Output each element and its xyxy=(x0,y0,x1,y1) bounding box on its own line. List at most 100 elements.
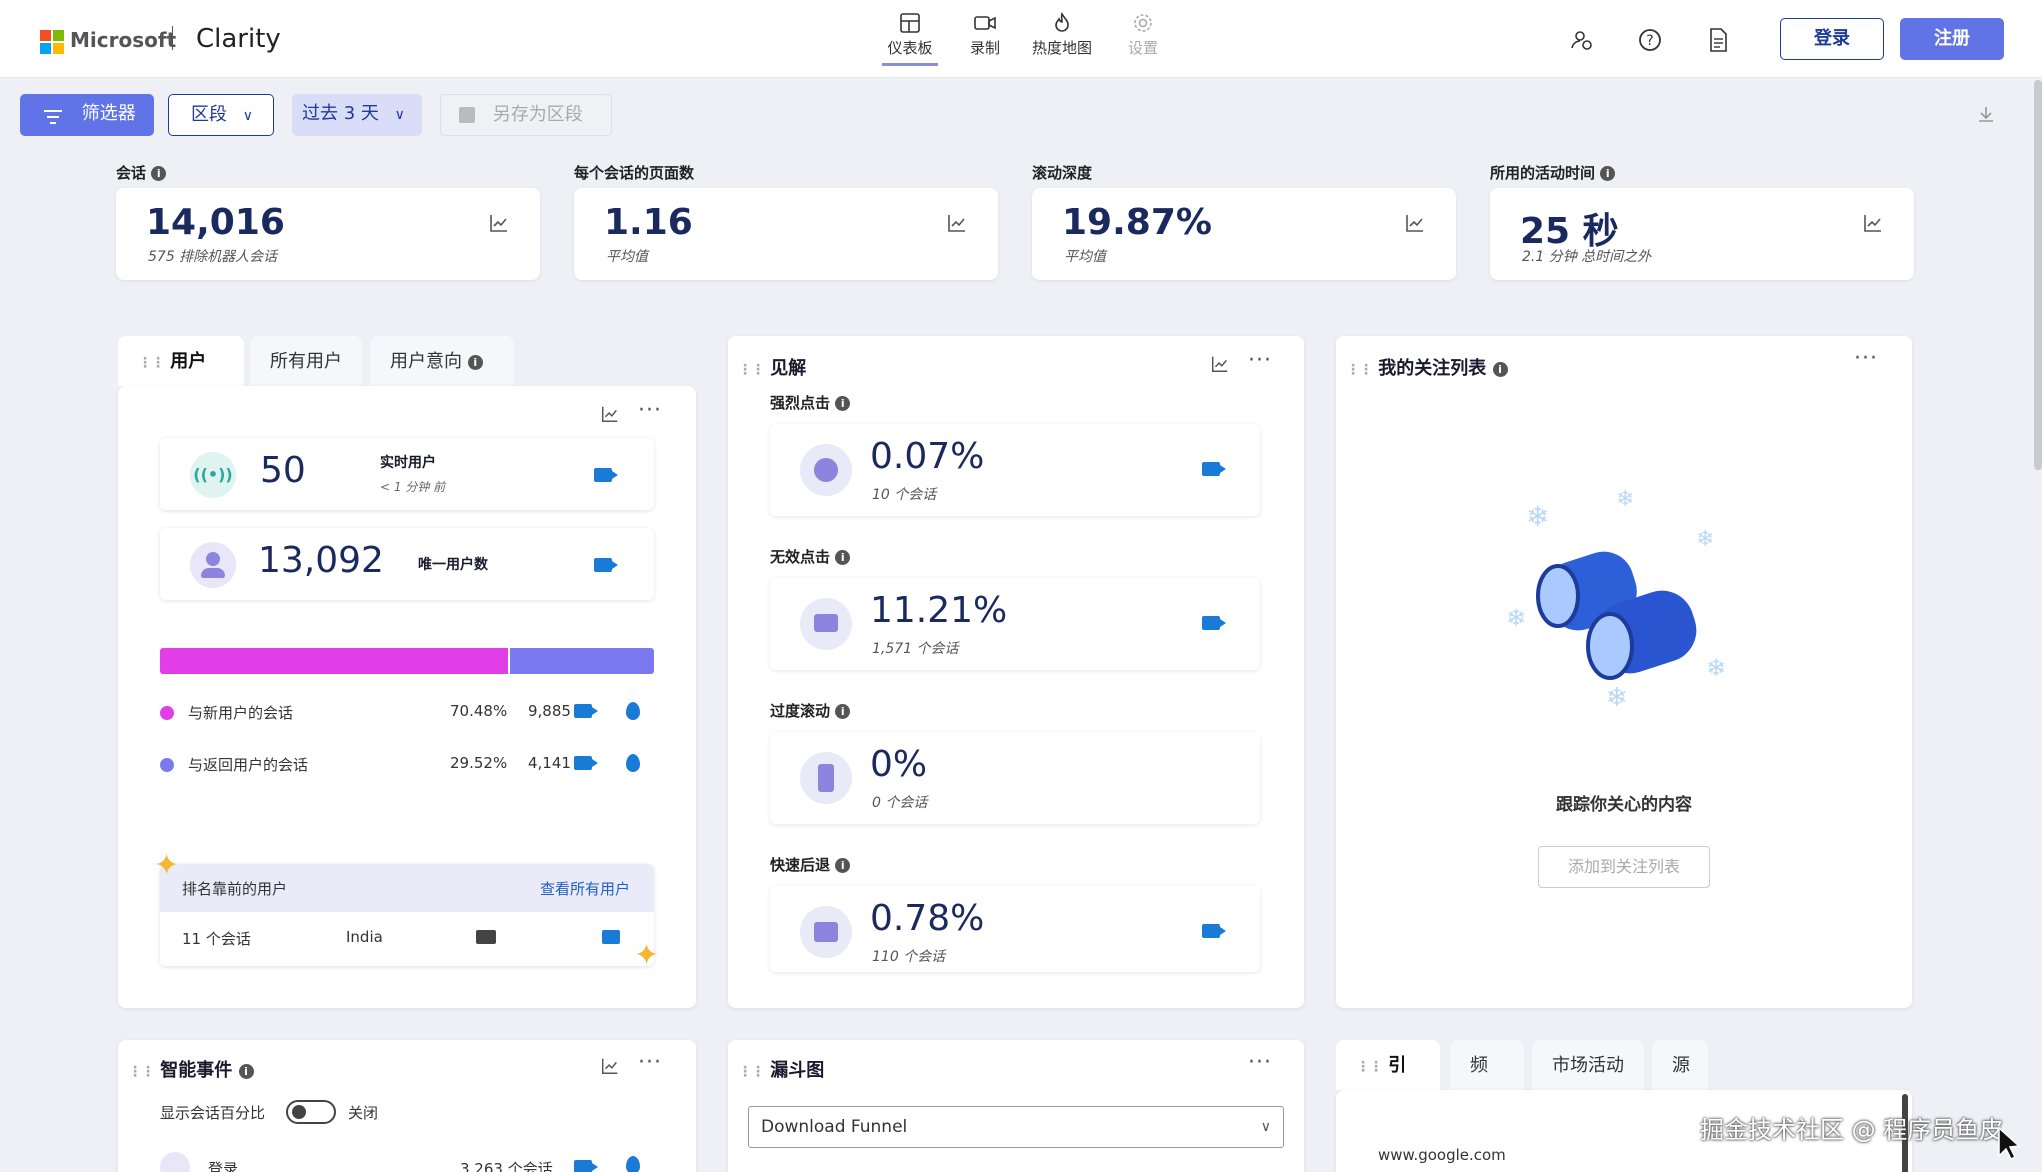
app-name[interactable]: Clarity xyxy=(196,24,281,54)
funnel-panel: ⋮⋮ 漏斗图 ··· Download Funnel ∨ xyxy=(728,1040,1304,1172)
info-icon[interactable]: i xyxy=(835,396,851,411)
heatmap-flame-icon[interactable] xyxy=(626,754,640,772)
funnel-select-value: Download Funnel xyxy=(761,1117,908,1137)
excessive-scroll-card[interactable]: 0% 0 个会话 xyxy=(770,732,1260,824)
drag-handle-icon[interactable]: ⋮⋮ xyxy=(1346,362,1373,378)
tab-user-intent[interactable]: 用户意向 i xyxy=(370,336,514,386)
referrers-scrollbar[interactable] xyxy=(1902,1094,1908,1172)
referrer-item[interactable]: www.google.com xyxy=(1378,1146,1506,1164)
recording-camera-icon[interactable] xyxy=(574,756,598,770)
nav-recordings[interactable]: 录制 xyxy=(960,10,1010,66)
tab-referrers[interactable]: ⋮⋮ 引用者 xyxy=(1336,1040,1440,1129)
more-options-icon[interactable]: ··· xyxy=(1248,1050,1272,1075)
rage-clicks-card[interactable]: 0.07% 10 个会话 xyxy=(770,424,1260,516)
angry-face-icon xyxy=(800,444,852,496)
help-icon[interactable]: ? xyxy=(1636,26,1664,54)
share-users-icon[interactable] xyxy=(1568,26,1596,54)
dead-clicks-card[interactable]: 11.21% 1,571 个会话 xyxy=(770,578,1260,670)
top-users-card: 排名靠前的用户 查看所有用户 11 个会话 India xyxy=(160,864,654,966)
info-icon[interactable]: i xyxy=(1600,166,1616,181)
recording-camera-icon[interactable] xyxy=(1202,616,1226,630)
more-options-icon[interactable]: ··· xyxy=(1248,348,1272,373)
kpi-scroll-value: 19.87% xyxy=(1062,202,1212,243)
drag-handle-icon[interactable]: ⋮⋮ xyxy=(738,1064,765,1080)
drag-handle-icon[interactable]: ⋮⋮ xyxy=(1356,1059,1383,1075)
recording-camera-icon[interactable] xyxy=(1202,924,1226,938)
returning-users-bar[interactable] xyxy=(510,648,654,674)
funnel-select[interactable]: Download Funnel ∨ xyxy=(748,1106,1284,1148)
page-scrollbar[interactable] xyxy=(2034,80,2042,470)
add-to-watchlist-button[interactable]: 添加到关注列表 xyxy=(1538,846,1710,888)
recording-camera-icon[interactable] xyxy=(574,704,598,718)
nav-heatmaps[interactable]: 热度地图 xyxy=(1028,10,1096,66)
drag-handle-icon[interactable]: ⋮⋮ xyxy=(138,355,165,371)
laptop-icon xyxy=(476,930,496,944)
date-range-dropdown[interactable]: 过去 3 天 ∨ xyxy=(292,94,422,136)
live-broadcast-icon: ((•)) xyxy=(190,452,236,498)
info-icon[interactable]: i xyxy=(1492,361,1508,377)
trend-chart-icon[interactable] xyxy=(1862,212,1884,234)
user-icon xyxy=(160,1152,190,1172)
drag-handle-icon[interactable]: ⋮⋮ xyxy=(128,1064,155,1080)
segment-dropdown[interactable]: 区段 ∨ xyxy=(168,94,274,136)
filter-icon xyxy=(44,110,62,124)
tab-all-users[interactable]: 所有用户 xyxy=(250,336,362,386)
recording-camera-icon[interactable] xyxy=(594,468,618,482)
trend-chart-icon[interactable] xyxy=(600,404,620,424)
user-card-icon[interactable] xyxy=(602,930,620,944)
document-icon[interactable] xyxy=(1704,26,1732,54)
nav-heatmaps-label: 热度地图 xyxy=(1031,39,1092,57)
heatmap-flame-icon[interactable] xyxy=(626,1156,640,1172)
show-session-pct-toggle[interactable] xyxy=(286,1100,336,1124)
user-split-bar xyxy=(160,648,654,674)
nav-dashboard[interactable]: 仪表板 xyxy=(882,10,938,66)
watchlist-panel: ⋮⋮ 我的关注列表 i ··· ❄ ❄ ❄ ❄ ❄ ❄ 跟踪你关心的内容 添加到… xyxy=(1336,336,1912,1008)
top-header: Microsoft Clarity 仪表板 录制 热度地图 设置 ? 登录 注册 xyxy=(0,0,2042,78)
trend-chart-icon[interactable] xyxy=(600,1056,620,1076)
tab-campaigns[interactable]: 市场活动 xyxy=(1532,1040,1644,1090)
info-icon[interactable]: i xyxy=(238,1063,254,1079)
login-button[interactable]: 登录 xyxy=(1780,18,1884,60)
svg-text:❄: ❄ xyxy=(1606,683,1628,713)
top-user-country: India xyxy=(346,928,383,946)
view-all-users-link[interactable]: 查看所有用户 xyxy=(540,880,631,898)
filter-label: 筛选器 xyxy=(81,103,136,124)
more-options-icon[interactable]: ··· xyxy=(638,398,662,423)
trend-chart-icon[interactable] xyxy=(1404,212,1426,234)
info-icon[interactable]: i xyxy=(835,550,851,565)
more-options-icon[interactable]: ··· xyxy=(638,1050,662,1075)
drag-handle-icon[interactable]: ⋮⋮ xyxy=(738,362,765,378)
quick-back-card[interactable]: 0.78% 110 个会话 xyxy=(770,886,1260,972)
legend-returning-label: 与返回用户的会话 xyxy=(188,756,309,774)
register-button[interactable]: 注册 xyxy=(1900,18,2004,60)
watermark-text: 掘金技术社区 @ 程序员鱼皮 xyxy=(1700,1116,2004,1144)
tab-user-overview[interactable]: ⋮⋮ 用户概述 xyxy=(118,336,244,425)
info-icon[interactable]: i xyxy=(835,858,851,873)
nav-settings[interactable]: 设置 xyxy=(1120,10,1166,66)
recording-camera-icon[interactable] xyxy=(1202,462,1226,476)
trend-chart-icon[interactable] xyxy=(488,212,510,234)
smart-events-panel: ⋮⋮ 智能事件 i ··· 显示会话百分比 关闭 登录 3,263 个会话 xyxy=(118,1040,696,1172)
info-icon[interactable]: i xyxy=(151,166,167,181)
recording-camera-icon[interactable] xyxy=(574,1160,598,1172)
filter-button[interactable]: 筛选器 xyxy=(20,94,154,136)
brand-name: Microsoft xyxy=(70,28,177,52)
microsoft-logo-icon xyxy=(40,30,64,54)
more-options-icon[interactable]: ··· xyxy=(1854,346,1878,371)
info-icon[interactable]: i xyxy=(835,704,851,719)
new-users-bar[interactable] xyxy=(160,648,509,674)
save-segment-button[interactable]: 另存为区段 xyxy=(440,94,612,136)
recording-camera-icon[interactable] xyxy=(594,558,618,572)
download-icon[interactable] xyxy=(1976,104,1996,124)
trend-chart-icon[interactable] xyxy=(1210,354,1230,374)
info-icon[interactable]: i xyxy=(467,354,483,370)
tab-channels[interactable]: 频道 xyxy=(1450,1040,1524,1128)
dead-clicks-title: 无效点击 i xyxy=(770,546,851,567)
trend-chart-icon[interactable] xyxy=(946,212,968,234)
recording-icon xyxy=(974,16,996,30)
tab-sources[interactable]: 源 xyxy=(1652,1040,1708,1090)
legend-new-label: 与新用户的会话 xyxy=(188,704,294,722)
top-users-header xyxy=(160,864,654,912)
heatmap-flame-icon[interactable] xyxy=(626,702,640,720)
kpi-pages-title: 每个会话的页面数 xyxy=(574,162,694,183)
